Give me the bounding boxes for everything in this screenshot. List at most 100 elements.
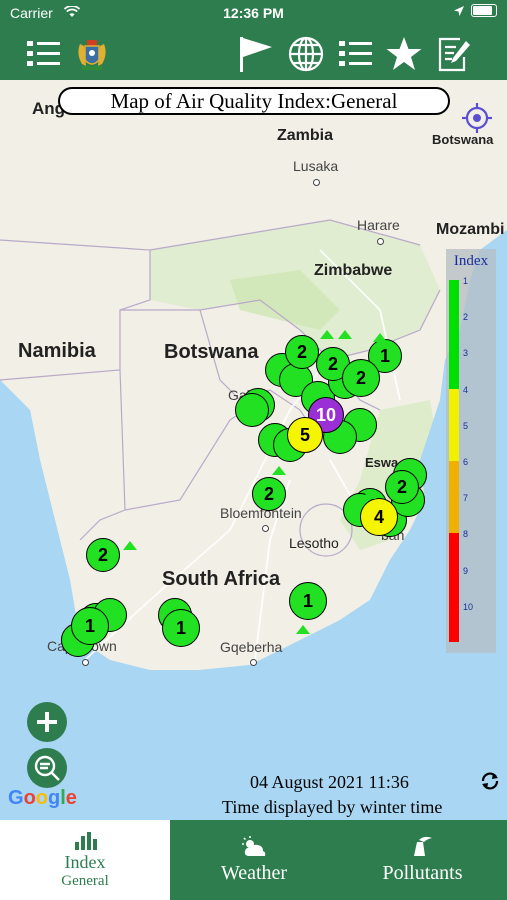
- carrier-label: Carrier: [10, 5, 53, 21]
- city-label-gqeberha: Gqeberha: [220, 639, 283, 655]
- tab-weather[interactable]: Weather: [170, 820, 338, 900]
- cluster-marker[interactable]: [235, 393, 269, 427]
- station-flag-marker[interactable]: [320, 330, 334, 339]
- tab-bar: Index General Weather Pollutants: [0, 820, 507, 900]
- country-label-zambia: Zambia: [277, 127, 334, 144]
- google-logo: Google: [8, 787, 77, 809]
- cluster-marker[interactable]: 5: [287, 417, 323, 453]
- city-dot-cape-town: [82, 659, 89, 666]
- legend-level-label: 2: [463, 312, 469, 323]
- menu-button[interactable]: [24, 34, 64, 74]
- country-label-namibia: Namibia: [18, 340, 96, 362]
- cluster-count: 2: [263, 483, 274, 504]
- air-quality-map[interactable]: [0, 80, 507, 820]
- cluster-count: 2: [396, 476, 407, 497]
- cluster-marker[interactable]: 2: [316, 347, 350, 381]
- cluster-marker[interactable]: [279, 363, 313, 397]
- legend-color-bar: [449, 280, 459, 642]
- list-icon: [27, 41, 60, 66]
- legend-segment: [449, 316, 459, 353]
- tab-index-general[interactable]: Index General: [0, 820, 170, 900]
- edit-document-icon: [438, 37, 470, 72]
- cluster-count: 2: [327, 353, 338, 374]
- legend-level-label: 5: [463, 420, 469, 431]
- locate-button[interactable]: [460, 101, 494, 135]
- city-label-lusaka: Lusaka: [293, 158, 339, 174]
- city-dot-gqeberha: [250, 659, 257, 666]
- favorites-button[interactable]: [384, 34, 424, 74]
- station-flag-marker[interactable]: [338, 330, 352, 339]
- legend-level-label: 10: [463, 601, 474, 612]
- cluster-marker[interactable]: 2: [342, 359, 380, 397]
- legend-segment: [449, 424, 459, 461]
- legend-level-label: 4: [463, 384, 469, 395]
- cluster-count: 1: [175, 617, 186, 638]
- factory-icon: [413, 836, 432, 856]
- cluster-count: 4: [373, 506, 384, 527]
- cluster-marker[interactable]: 2: [252, 477, 286, 511]
- cluster-marker[interactable]: 1: [71, 607, 109, 645]
- country-label-eswatini: Eswa: [365, 455, 399, 470]
- country-label-botswana: Botswana: [164, 341, 259, 363]
- legend-title: Index: [453, 253, 489, 269]
- cluster-marker[interactable]: 4: [360, 498, 398, 536]
- country-label-south-africa: South Africa: [162, 568, 281, 590]
- edit-button[interactable]: [434, 34, 474, 74]
- legend-level-label: 9: [463, 565, 469, 576]
- battery-icon: [471, 4, 497, 17]
- star-icon: [386, 37, 422, 70]
- cluster-count: 2: [355, 367, 366, 388]
- tab-label: Weather: [220, 861, 288, 884]
- legend-level-label: 7: [463, 493, 469, 504]
- bar-chart-icon: [75, 832, 97, 850]
- country-label-angola: Ang: [32, 99, 66, 118]
- cluster-count: 1: [84, 615, 95, 636]
- cluster-marker[interactable]: 1: [162, 609, 200, 647]
- plus-icon: [37, 712, 57, 732]
- legend-segment: [449, 533, 459, 570]
- legend-segment: [449, 280, 459, 317]
- tab-pollutants[interactable]: Pollutants: [338, 820, 507, 900]
- search-map-button[interactable]: [27, 748, 67, 788]
- status-right: [453, 4, 497, 17]
- magnifier-icon: [34, 755, 60, 781]
- cluster-marker[interactable]: 2: [285, 335, 319, 369]
- cluster-marker[interactable]: 2: [385, 470, 419, 504]
- legend-level-label: 1: [463, 276, 469, 286]
- city-dot-bloemfontein: [262, 525, 269, 532]
- data-timestamp: 04 August 2021 11:36: [250, 772, 409, 792]
- flag-button[interactable]: [236, 34, 276, 74]
- station-flag-marker[interactable]: [272, 466, 286, 475]
- station-flag-marker[interactable]: [296, 625, 310, 634]
- flag-icon: [240, 37, 272, 72]
- tab-sublabel: General: [61, 873, 109, 889]
- cluster-count: 2: [97, 544, 108, 565]
- legend-segment: [449, 605, 459, 642]
- list-icon: [339, 41, 372, 66]
- legend-segment: [449, 569, 459, 606]
- weather-sun-cloud-icon: [242, 835, 266, 856]
- status-bar: Carrier 12:36 PM: [0, 0, 507, 28]
- cluster-count: 10: [315, 404, 337, 425]
- legend-segment: [449, 460, 459, 498]
- coat-of-arms-icon: [78, 40, 106, 70]
- station-flag-marker[interactable]: [362, 490, 376, 499]
- tab-label: Index: [64, 852, 106, 872]
- tab-label: Pollutants: [382, 861, 463, 884]
- cluster-marker[interactable]: 2: [86, 538, 120, 572]
- legend-segment: [449, 497, 459, 534]
- city-dot-lusaka: [313, 179, 320, 186]
- refresh-button[interactable]: [479, 770, 501, 798]
- station-flag-marker[interactable]: [123, 541, 137, 550]
- zoom-in-button[interactable]: [27, 702, 67, 742]
- location-arrow-icon: [454, 5, 464, 16]
- station-flag-marker[interactable]: [373, 333, 387, 342]
- cluster-marker[interactable]: 1: [289, 582, 327, 620]
- city-label-bloemfontein: Bloemfontein: [220, 505, 302, 521]
- list-button[interactable]: [336, 34, 376, 74]
- legend-level-label: 6: [463, 457, 469, 467]
- legend-segment: [449, 352, 459, 389]
- cluster-count: 1: [379, 345, 390, 366]
- globe-button[interactable]: [286, 34, 326, 74]
- city-label-harare: Harare: [357, 217, 400, 233]
